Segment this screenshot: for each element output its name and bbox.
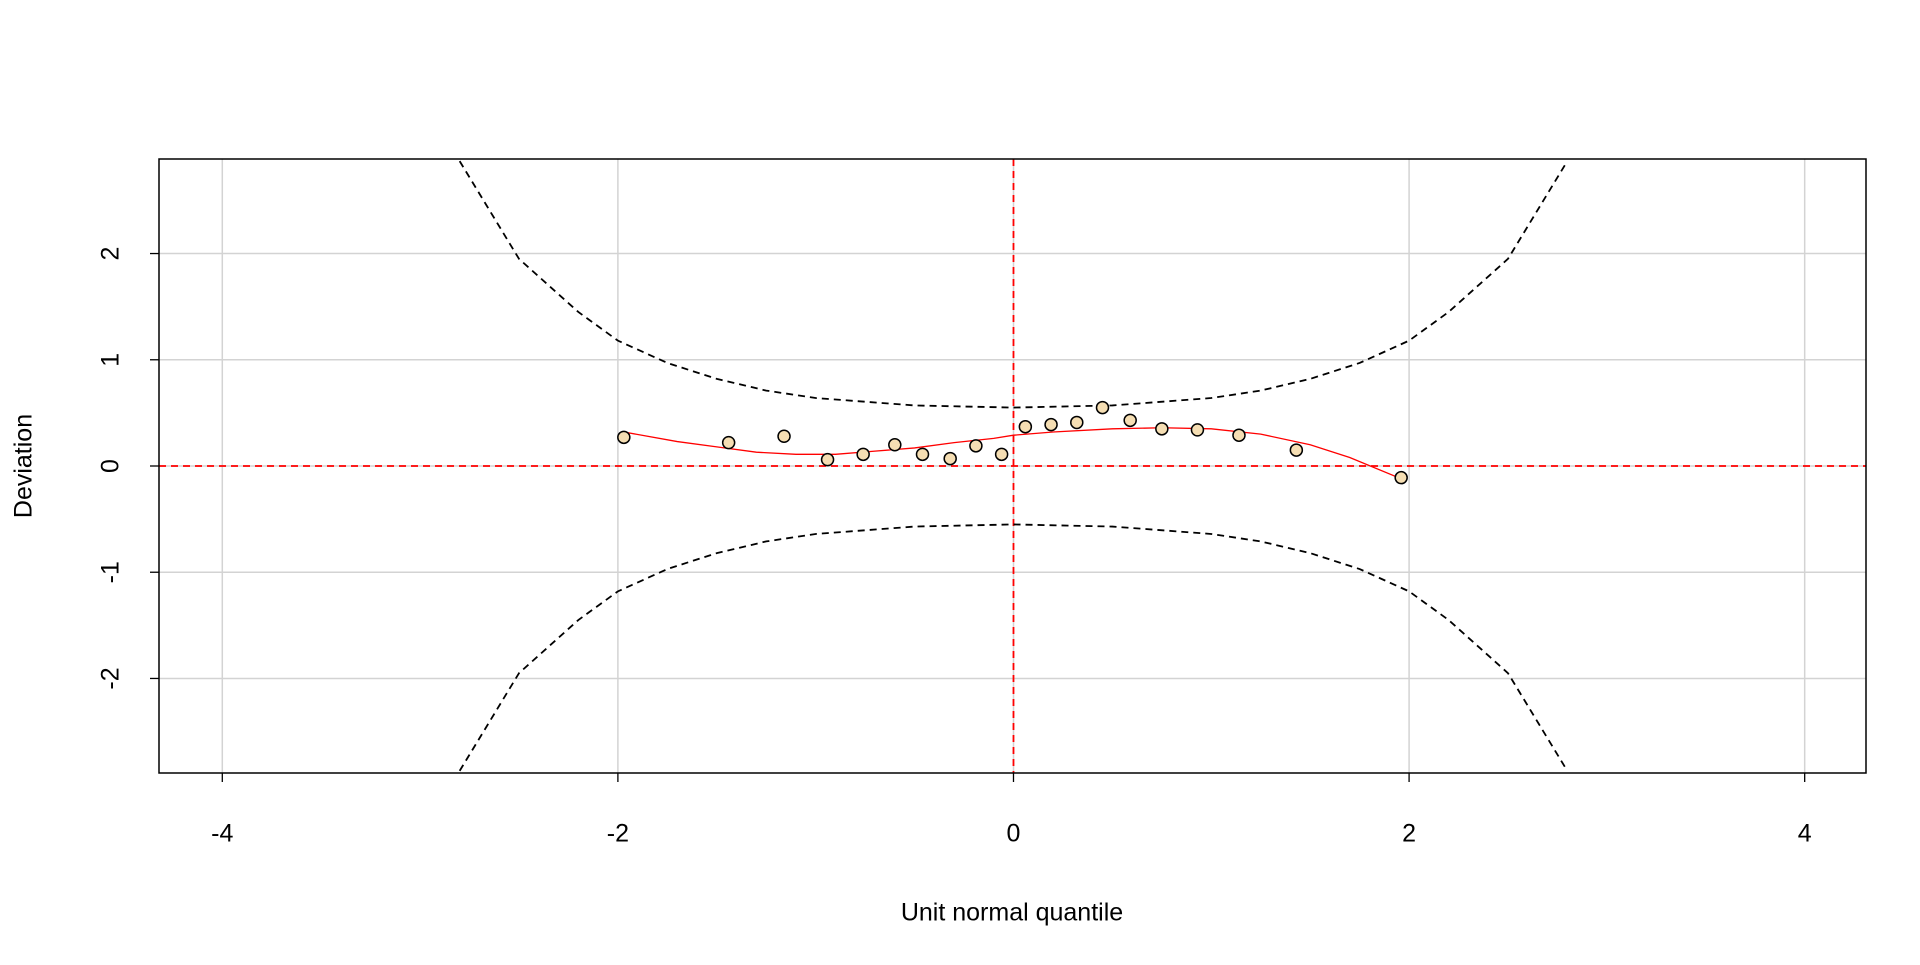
x-axis-label: Unit normal quantile (901, 899, 1123, 927)
y-tick-label: -2 (97, 667, 125, 689)
point (915, 447, 930, 462)
point (969, 439, 983, 453)
point (1289, 443, 1304, 457)
y-tick-label: 1 (97, 353, 125, 367)
plot-frame (158, 158, 1867, 774)
confidence-band (458, 523, 1569, 772)
point (856, 447, 870, 462)
point (1190, 423, 1205, 437)
point (1070, 415, 1084, 430)
point (888, 438, 902, 452)
point (1044, 417, 1058, 432)
x-tick-label: 2 (1402, 820, 1416, 848)
point (820, 452, 835, 467)
x-tick-label: -4 (211, 820, 233, 848)
x-tick-label: 4 (1798, 820, 1812, 848)
point (1095, 400, 1110, 415)
point (617, 430, 631, 445)
point (777, 429, 791, 444)
confidence-band (458, 160, 1569, 409)
y-axis-label: Deviation (10, 414, 38, 518)
y-tick-label: -1 (97, 561, 125, 583)
y-tick-label: 0 (97, 459, 125, 473)
point (1155, 422, 1169, 436)
point (994, 447, 1009, 462)
x-tick-label: -2 (607, 820, 629, 848)
point (1018, 419, 1033, 434)
point (1394, 470, 1408, 485)
point (943, 451, 957, 466)
point (1232, 428, 1246, 442)
y-tick-label: 2 (97, 247, 125, 261)
x-tick-label: 0 (1007, 820, 1021, 848)
point (1123, 413, 1137, 428)
fitted-curve (623, 427, 1402, 480)
point (721, 435, 736, 450)
